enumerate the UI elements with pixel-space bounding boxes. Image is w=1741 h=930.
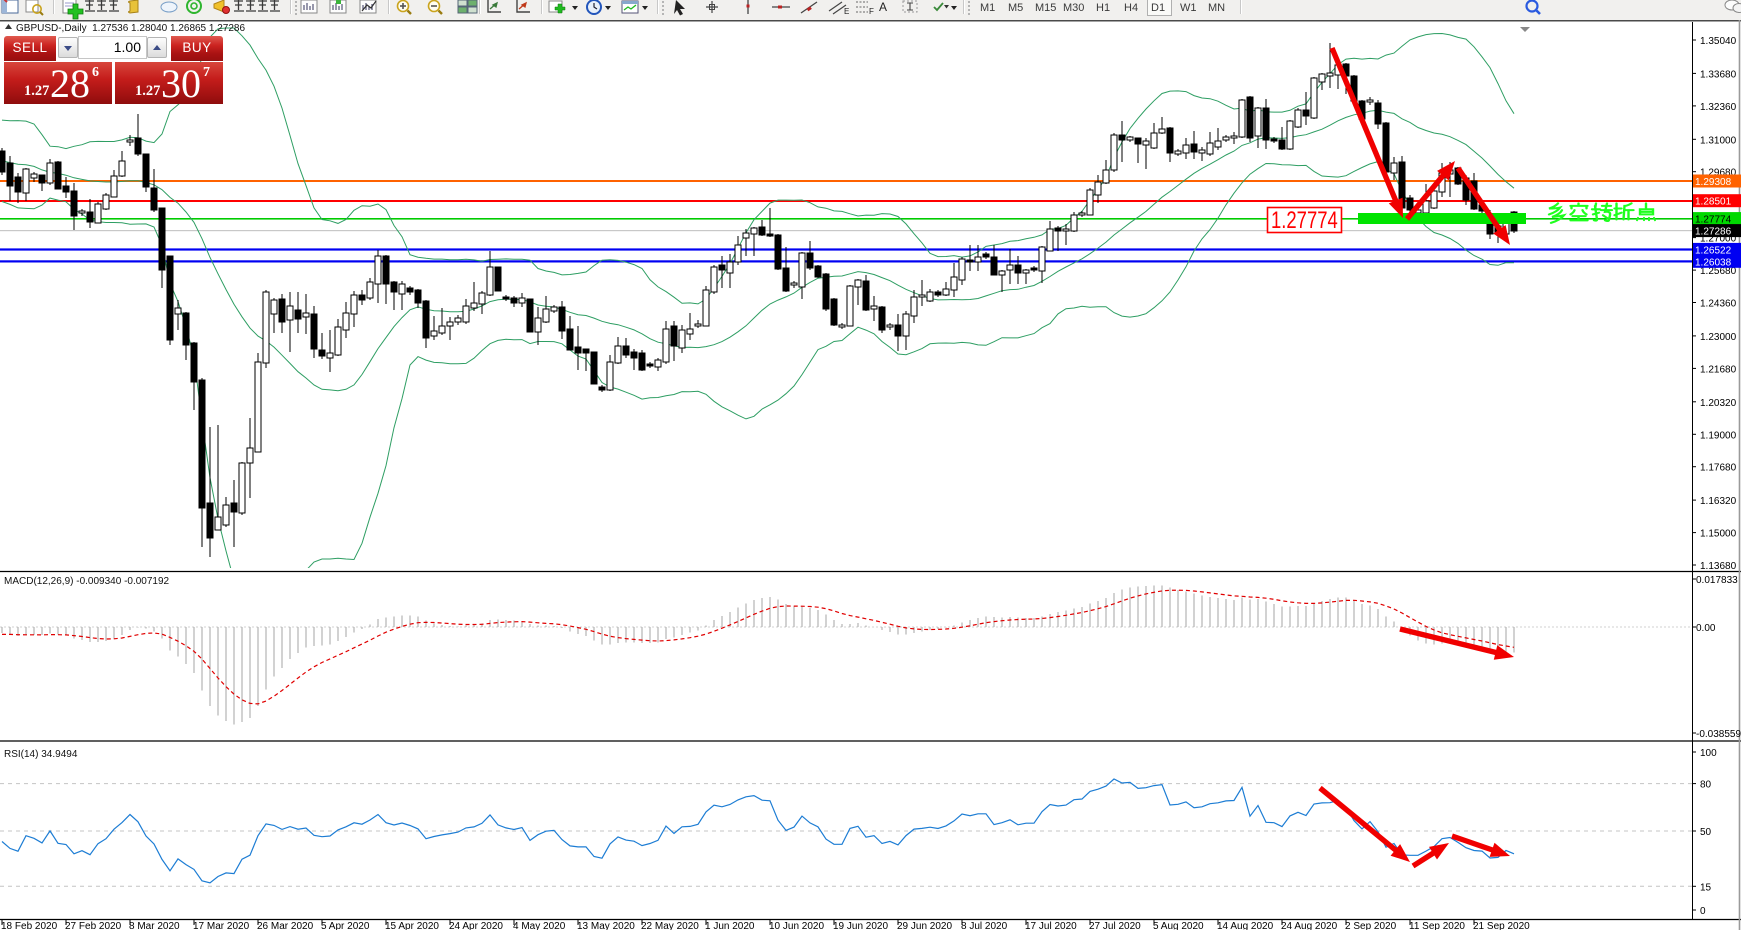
svg-text:1.35040: 1.35040: [1700, 36, 1737, 47]
svg-text:100: 100: [1700, 748, 1717, 759]
svg-text:17 Mar 2020: 17 Mar 2020: [193, 921, 250, 930]
svg-text:M1: M1: [980, 2, 995, 14]
svg-text:1.13680: 1.13680: [1700, 561, 1737, 572]
svg-text:W1: W1: [1180, 2, 1197, 14]
svg-text:1.27286: 1.27286: [1695, 227, 1732, 238]
svg-text:1.17680: 1.17680: [1700, 463, 1737, 474]
svg-text:1.33680: 1.33680: [1700, 69, 1737, 80]
svg-text:14 Aug 2020: 14 Aug 2020: [1217, 921, 1274, 930]
svg-text:27 Jul 2020: 27 Jul 2020: [1089, 921, 1141, 930]
svg-text:E: E: [844, 7, 849, 16]
svg-text:1.15000: 1.15000: [1700, 529, 1737, 540]
svg-text:A: A: [879, 0, 887, 14]
svg-text:1.32360: 1.32360: [1700, 102, 1737, 113]
svg-text:15: 15: [1700, 882, 1712, 893]
svg-text:1.27000: 1.27000: [1700, 234, 1737, 245]
svg-text:1.26038: 1.26038: [1695, 257, 1732, 268]
svg-text:13 May 2020: 13 May 2020: [577, 921, 635, 930]
svg-text:17 Jul 2020: 17 Jul 2020: [1025, 921, 1077, 930]
svg-text:GBPUSD-,Daily 1.27536 1.28040: GBPUSD-,Daily 1.27536 1.28040 1.26865 1.…: [16, 23, 245, 34]
svg-text:50: 50: [1700, 827, 1712, 838]
svg-text:M5: M5: [1008, 2, 1023, 14]
svg-text:1.16320: 1.16320: [1700, 496, 1737, 507]
svg-text:M15: M15: [1035, 2, 1056, 14]
svg-text:8 Jul 2020: 8 Jul 2020: [961, 921, 1008, 930]
svg-text:24 Aug 2020: 24 Aug 2020: [1281, 921, 1338, 930]
svg-text:24 Apr 2020: 24 Apr 2020: [449, 921, 503, 930]
svg-text:1.24360: 1.24360: [1700, 299, 1737, 310]
svg-text:1.27774: 1.27774: [1695, 215, 1732, 226]
svg-text:1.31000: 1.31000: [1700, 135, 1737, 146]
svg-text:H4: H4: [1124, 2, 1138, 14]
svg-text:1.26522: 1.26522: [1695, 245, 1732, 256]
svg-text:-0.038559: -0.038559: [1696, 729, 1741, 740]
svg-text:26 Mar 2020: 26 Mar 2020: [257, 921, 314, 930]
svg-text:11 Sep 2020: 11 Sep 2020: [1409, 921, 1465, 930]
svg-text:2 Sep 2020: 2 Sep 2020: [1345, 921, 1397, 930]
svg-text:1.27774: 1.27774: [1271, 207, 1338, 234]
svg-text:RSI(14) 34.9494: RSI(14) 34.9494: [4, 749, 78, 760]
svg-text:15 Apr 2020: 15 Apr 2020: [385, 921, 439, 930]
svg-text:8 Mar 2020: 8 Mar 2020: [129, 921, 180, 930]
svg-text:1.25680: 1.25680: [1700, 266, 1737, 277]
svg-text:1.29308: 1.29308: [1695, 177, 1732, 188]
svg-text:M30: M30: [1063, 2, 1084, 14]
svg-text:0.017833: 0.017833: [1696, 575, 1738, 586]
svg-text:MACD(12,26,9) -0.009340 -0.007: MACD(12,26,9) -0.009340 -0.007192: [4, 576, 170, 587]
svg-text:D1: D1: [1151, 2, 1165, 14]
svg-text:MN: MN: [1208, 2, 1225, 14]
svg-text:19 Jun 2020: 19 Jun 2020: [833, 921, 888, 930]
svg-text:29 Jun 2020: 29 Jun 2020: [897, 921, 952, 930]
svg-text:0.00: 0.00: [1696, 623, 1716, 634]
svg-text:1.28501: 1.28501: [1695, 197, 1732, 208]
svg-text:10 Jun 2020: 10 Jun 2020: [769, 921, 824, 930]
svg-text:4 May 2020: 4 May 2020: [513, 921, 566, 930]
svg-text:1.19000: 1.19000: [1700, 430, 1737, 441]
svg-text:21 Sep 2020: 21 Sep 2020: [1473, 921, 1530, 930]
svg-text:0: 0: [1700, 906, 1706, 917]
svg-text:1.21680: 1.21680: [1700, 364, 1737, 375]
svg-text:1 Jun 2020: 1 Jun 2020: [705, 921, 755, 930]
svg-text:27 Feb 2020: 27 Feb 2020: [65, 921, 122, 930]
svg-text:1.29680: 1.29680: [1700, 168, 1737, 179]
svg-text:80: 80: [1700, 780, 1712, 791]
svg-text:F: F: [869, 7, 874, 16]
svg-text:1.23000: 1.23000: [1700, 332, 1737, 343]
svg-text:5 Aug 2020: 5 Aug 2020: [1153, 921, 1204, 930]
svg-text:5 Apr 2020: 5 Apr 2020: [321, 921, 370, 930]
svg-text:H1: H1: [1096, 2, 1110, 14]
svg-text:22 May 2020: 22 May 2020: [641, 921, 699, 930]
svg-text:1.20320: 1.20320: [1700, 398, 1737, 409]
svg-text:18 Feb 2020: 18 Feb 2020: [1, 921, 58, 930]
